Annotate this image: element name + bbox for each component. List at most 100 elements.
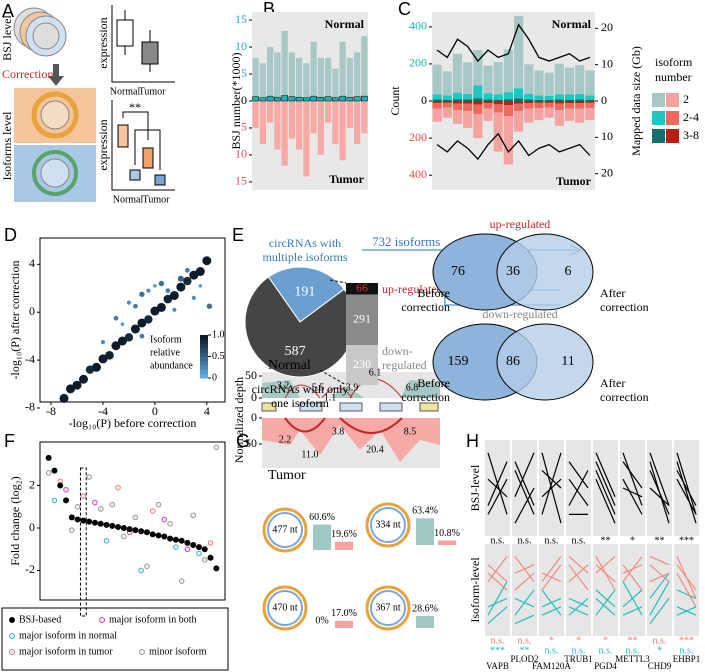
bar <box>442 99 452 101</box>
bar <box>442 71 452 96</box>
sig-label: * <box>549 635 554 646</box>
pair-line <box>514 461 535 506</box>
point <box>195 544 202 551</box>
pair-line <box>649 581 670 616</box>
sig-label: *** <box>490 645 505 656</box>
panel-a-schematic <box>13 5 175 202</box>
pair-line <box>514 470 535 515</box>
point <box>178 578 185 584</box>
highlight <box>79 467 87 617</box>
bar <box>432 94 442 100</box>
legend-marker <box>139 649 145 655</box>
y-tick-label: 10 <box>235 147 247 161</box>
bar <box>274 96 281 102</box>
point <box>138 567 144 574</box>
pair-line <box>649 461 670 524</box>
bar <box>303 97 310 102</box>
bar <box>274 52 281 101</box>
colorbar <box>200 360 208 366</box>
point <box>103 537 110 544</box>
pair-line <box>514 452 535 498</box>
y-tick-label: 10 <box>235 39 247 53</box>
bar <box>354 52 361 101</box>
panel-bg <box>566 544 591 636</box>
bar <box>361 101 368 134</box>
ring <box>32 150 78 196</box>
sig: ** <box>129 100 141 114</box>
label: Tumor <box>143 194 171 205</box>
pair-line <box>595 589 616 608</box>
point <box>132 527 139 534</box>
point <box>86 518 93 525</box>
label: Correction <box>2 67 53 81</box>
y-tick-label: 15 <box>235 12 247 26</box>
bar <box>524 108 534 123</box>
point <box>213 444 220 451</box>
plot-frame <box>39 237 226 403</box>
colorbar <box>200 356 208 362</box>
pair-line <box>622 606 643 616</box>
y-tick-label: 2 <box>29 477 35 491</box>
bar <box>554 63 564 95</box>
bar <box>353 96 361 102</box>
legend-label: 2 <box>683 92 689 106</box>
point <box>195 267 205 277</box>
line <box>436 132 591 161</box>
y-tick-label: 5 <box>241 66 247 80</box>
venn-value: 86 <box>506 354 520 369</box>
panel-label: D <box>4 225 17 245</box>
colorbar <box>200 343 208 349</box>
bar <box>503 105 513 117</box>
label: Normal <box>325 17 365 31</box>
bar <box>442 107 452 118</box>
bar <box>442 101 452 103</box>
bar <box>575 93 585 100</box>
isoform-length: 334 nt <box>375 519 401 530</box>
sig-label: n.s. <box>518 635 532 646</box>
bar <box>564 94 575 100</box>
gene-label: PLOD2 <box>510 654 538 664</box>
arc-label: 1.1 <box>324 392 337 403</box>
bar-segment <box>346 345 378 385</box>
point <box>153 284 157 288</box>
bar <box>575 101 585 104</box>
point <box>155 501 162 508</box>
bar <box>524 64 534 94</box>
bar <box>339 101 346 161</box>
bar <box>524 103 534 109</box>
bar <box>463 62 473 94</box>
bar <box>313 524 331 550</box>
label: up-regulated <box>382 282 443 296</box>
arc <box>284 417 403 434</box>
pair-line <box>541 452 562 515</box>
label: After <box>600 286 625 300</box>
bar <box>332 101 339 145</box>
legend-marker <box>99 617 105 623</box>
pair-line <box>649 572 670 583</box>
label: regulated <box>382 358 427 372</box>
point <box>144 315 153 324</box>
gene-label: METTL3 <box>615 654 650 664</box>
point <box>63 486 69 493</box>
y2-tick-label: 20 <box>601 165 613 179</box>
legend-label: 3-8 <box>683 128 699 142</box>
isoform-ring <box>370 507 406 543</box>
point <box>100 340 106 345</box>
sig-label: ** <box>520 645 530 656</box>
bar <box>534 95 544 100</box>
sig-label: * <box>576 635 581 646</box>
sig-label: n.s. <box>653 635 667 646</box>
label: abundance <box>150 360 193 371</box>
point <box>91 519 98 526</box>
bar <box>544 95 554 100</box>
bar <box>514 101 524 104</box>
ring <box>40 100 70 130</box>
point <box>124 333 134 342</box>
slice-label: 587 <box>285 344 306 359</box>
panel-label: C <box>398 0 411 19</box>
pair-line <box>568 606 589 616</box>
pair-line <box>541 556 562 582</box>
label: Tumor <box>268 468 306 483</box>
bar <box>534 99 544 101</box>
